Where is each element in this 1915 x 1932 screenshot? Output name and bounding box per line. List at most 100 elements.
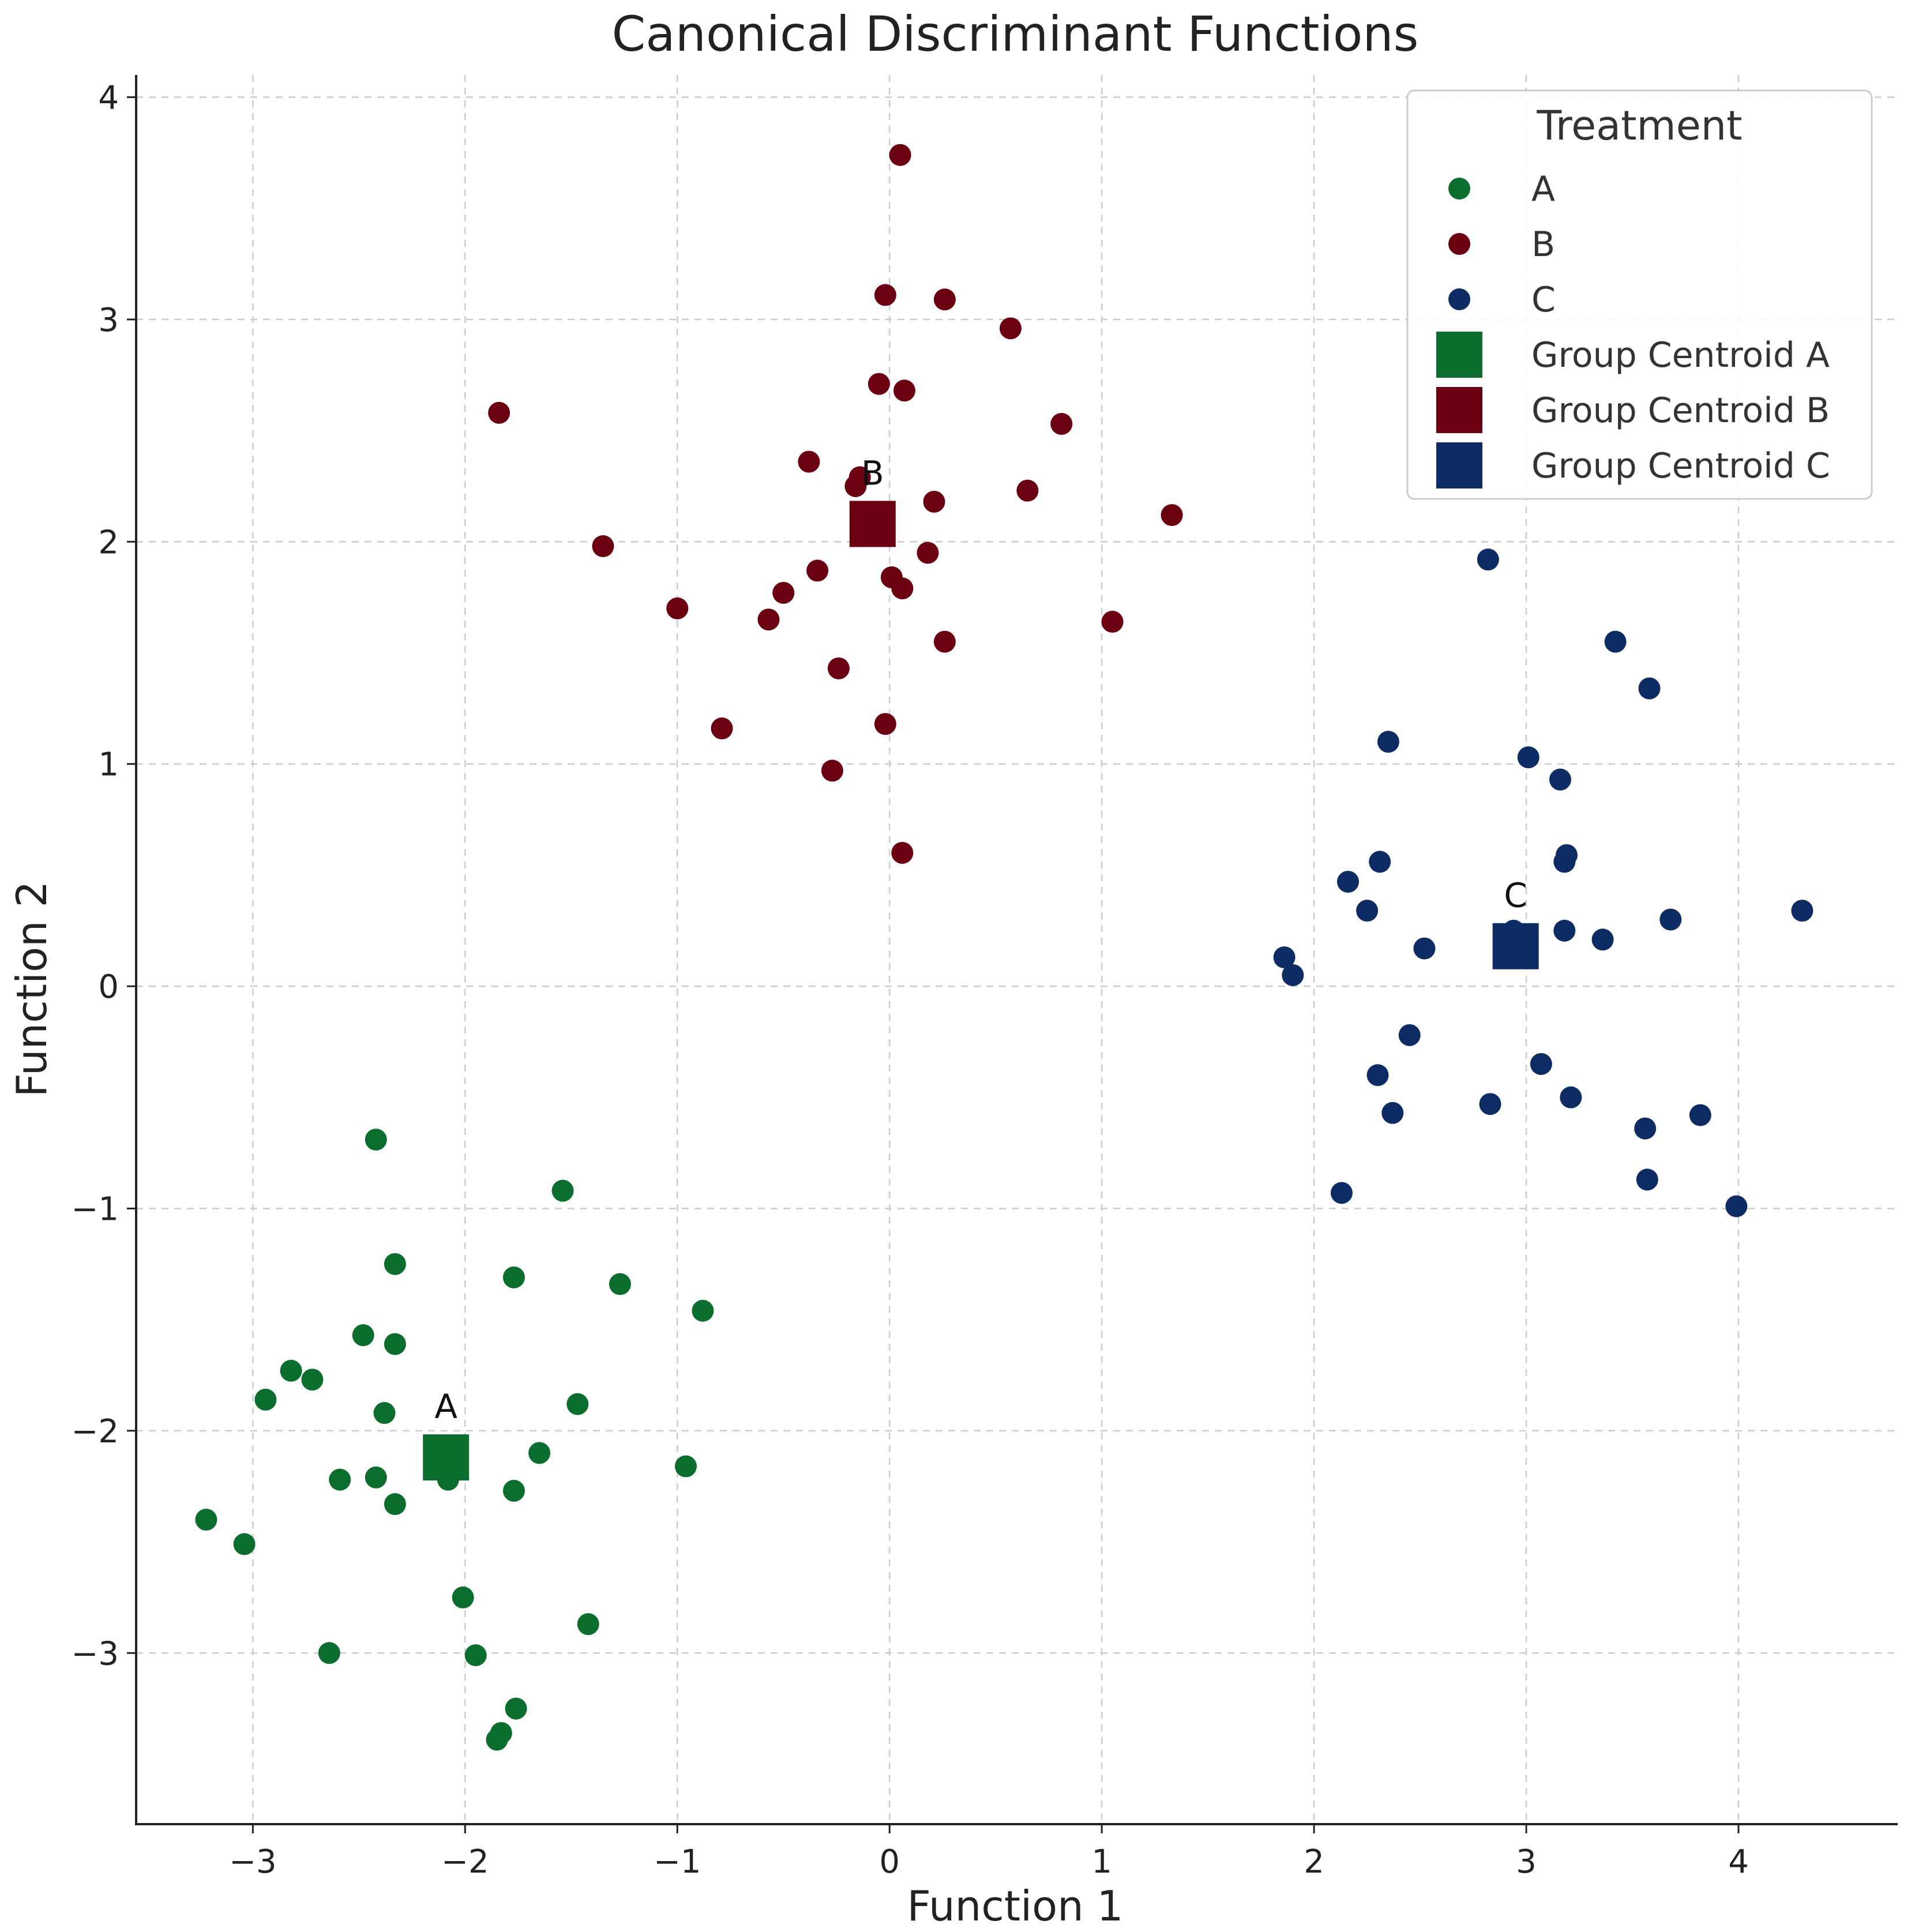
point-c <box>1549 768 1571 791</box>
point-b <box>889 144 911 166</box>
legend-label: B <box>1531 224 1555 265</box>
centroid-annotation-a: A <box>434 1387 457 1426</box>
point-b <box>1016 479 1039 502</box>
point-a <box>384 1253 406 1275</box>
point-b <box>1161 504 1183 527</box>
point-b <box>592 535 614 558</box>
y-tick-label: 4 <box>98 80 119 117</box>
y-tick-label: 1 <box>98 746 119 784</box>
point-a <box>609 1273 631 1295</box>
point-c <box>1634 1117 1657 1140</box>
axes: −3 −2 −1 0 1 2 3 4 −3 −2 −1 0 1 2 3 4 <box>71 75 1898 1881</box>
data-points <box>195 144 1813 1751</box>
point-b <box>1050 413 1073 435</box>
point-c <box>1517 746 1539 769</box>
point-c <box>1273 946 1296 968</box>
axis-spines <box>135 75 1898 1825</box>
point-b <box>874 713 896 735</box>
x-tick-label: 1 <box>1091 1843 1112 1881</box>
y-tick-label: −1 <box>71 1190 119 1228</box>
x-tick-label: 4 <box>1728 1843 1749 1881</box>
x-tick-label: 3 <box>1516 1843 1537 1881</box>
point-a <box>384 1493 406 1516</box>
legend-marker-b <box>1448 233 1470 255</box>
legend: Treatment ABC Group Centroid A Group Centro… <box>1406 89 1873 500</box>
point-b <box>772 581 795 604</box>
point-c <box>1479 1093 1501 1115</box>
group-centroids: A B C <box>423 453 1539 1481</box>
point-b <box>893 379 915 402</box>
point-b <box>821 760 843 782</box>
centroid-marker-a <box>423 1434 470 1481</box>
point-a <box>464 1644 487 1667</box>
x-tick-label: −1 <box>654 1843 701 1881</box>
centroid-annotation-b: B <box>861 453 884 493</box>
point-c <box>1791 900 1813 922</box>
point-c <box>1369 851 1391 873</box>
point-a <box>528 1442 551 1464</box>
point-a <box>384 1333 406 1355</box>
point-c <box>1659 908 1682 931</box>
legend-marker-centroid <box>1436 332 1482 378</box>
y-tick-label: −3 <box>71 1635 119 1672</box>
point-b <box>827 657 850 679</box>
point-b <box>1101 611 1124 633</box>
point-c <box>1689 1104 1711 1126</box>
x-tick-label: −2 <box>441 1843 489 1881</box>
point-a <box>502 1266 525 1288</box>
point-b <box>933 288 956 311</box>
point-c <box>1330 1182 1353 1204</box>
point-c <box>1638 677 1661 700</box>
point-c <box>1477 548 1499 571</box>
point-b <box>891 841 914 864</box>
x-tick-label: 2 <box>1304 1843 1324 1881</box>
legend-marker-a <box>1448 178 1470 200</box>
point-c <box>1366 1064 1389 1087</box>
point-a <box>365 1129 387 1151</box>
point-b <box>806 559 829 582</box>
point-a <box>233 1533 256 1555</box>
point-c <box>1377 731 1399 753</box>
point-b <box>666 597 689 619</box>
point-a <box>452 1586 474 1608</box>
legend-label: A <box>1531 169 1555 209</box>
point-a <box>502 1479 525 1502</box>
point-c <box>1591 929 1614 951</box>
point-a <box>674 1455 697 1478</box>
point-a <box>566 1393 589 1415</box>
legend-label: C <box>1531 280 1556 320</box>
point-b <box>891 577 914 600</box>
point-a <box>365 1466 387 1489</box>
point-b <box>868 373 890 395</box>
legend-title: Treatment <box>1536 102 1742 149</box>
point-c <box>1560 1086 1582 1108</box>
legend-label: Group Centroid A <box>1531 335 1830 375</box>
point-b <box>488 401 510 424</box>
point-c <box>1553 851 1576 873</box>
point-a <box>692 1299 714 1322</box>
point-b <box>757 608 780 631</box>
y-tick-label: 2 <box>98 524 119 561</box>
centroid-marker-b <box>849 501 896 547</box>
y-tick-label: 0 <box>98 968 119 1006</box>
legend-label: Group Centroid B <box>1531 390 1830 431</box>
chart-title: Canonical Discriminant Functions <box>612 6 1419 62</box>
point-a <box>486 1728 508 1751</box>
point-c <box>1398 1024 1421 1046</box>
x-tick-label: −3 <box>229 1843 277 1881</box>
point-a <box>329 1468 351 1491</box>
point-c <box>1530 1053 1552 1075</box>
point-b <box>933 630 956 653</box>
point-c <box>1725 1195 1748 1217</box>
point-a <box>551 1179 574 1202</box>
point-c <box>1337 870 1360 893</box>
point-a <box>373 1402 396 1424</box>
point-a <box>254 1388 277 1411</box>
x-axis-label: Function 1 <box>907 1882 1124 1930</box>
legend-marker-centroid <box>1436 442 1482 488</box>
point-c <box>1381 1102 1404 1124</box>
point-a <box>280 1359 302 1382</box>
x-tick-label: 0 <box>879 1843 900 1881</box>
y-tick-label: −2 <box>71 1413 119 1450</box>
